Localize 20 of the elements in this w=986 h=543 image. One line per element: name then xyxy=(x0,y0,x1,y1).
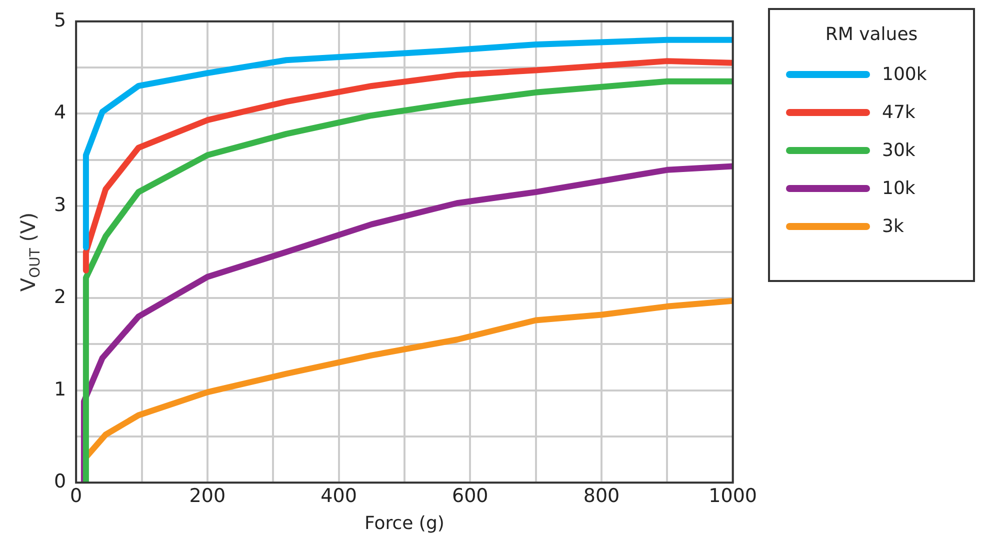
x-tick-label: 600 xyxy=(452,484,488,507)
y-tick-label: 0 xyxy=(54,470,66,493)
y-tick-label: 1 xyxy=(54,378,66,400)
legend-label: 100k xyxy=(882,64,927,84)
x-tick-label: 0 xyxy=(70,484,82,507)
y-tick-label: 5 xyxy=(54,9,66,32)
y-tick-label: 2 xyxy=(54,286,66,308)
x-tick-label: 200 xyxy=(189,484,226,507)
y-axis-title: VOUT (V) xyxy=(16,212,44,292)
x-tick-label: 800 xyxy=(583,484,620,507)
x-tick-label: 400 xyxy=(320,484,357,507)
x-tick-label: 1000 xyxy=(708,484,758,507)
legend-label: 3k xyxy=(882,216,904,236)
legend-label: 30k xyxy=(882,140,916,160)
legend-title: RM values xyxy=(824,24,919,45)
legend-label: 47k xyxy=(882,102,916,122)
legend-label: 10k xyxy=(882,178,916,198)
y-tick-label: 4 xyxy=(54,102,66,124)
x-axis-title: Force (g) xyxy=(364,512,444,534)
y-tick-label: 3 xyxy=(54,194,66,216)
